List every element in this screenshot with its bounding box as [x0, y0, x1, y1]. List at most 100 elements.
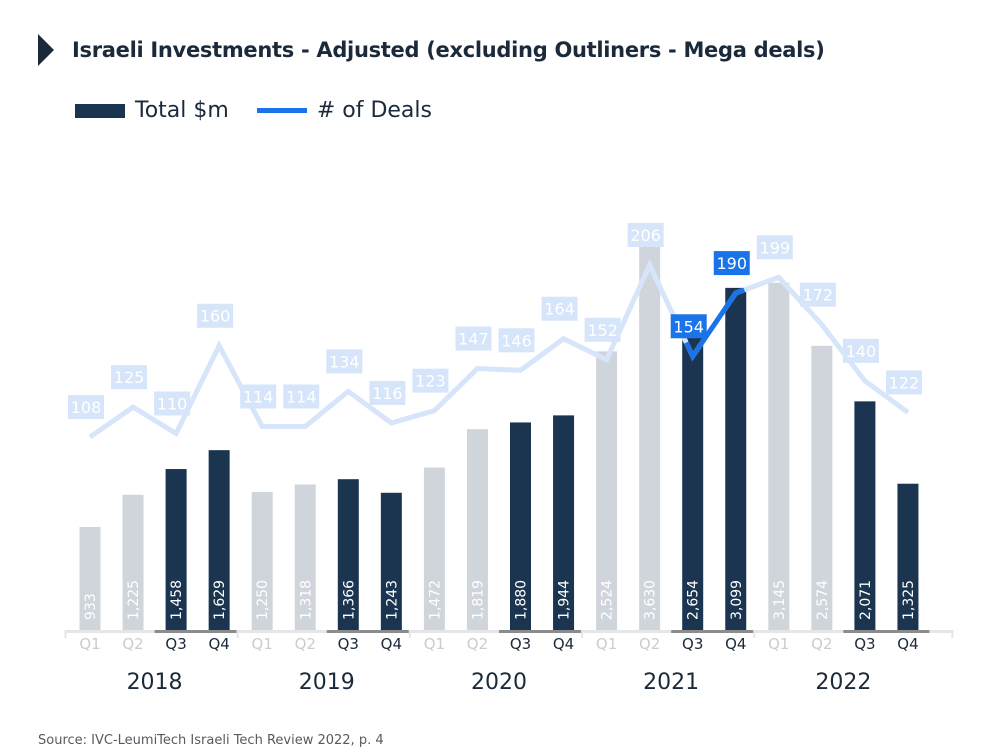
bar-2022-q1	[768, 282, 790, 630]
deal-label: 134	[326, 349, 363, 374]
legend-item-deals: # of Deals	[256, 98, 432, 123]
x-tick-label: Q1	[768, 635, 789, 653]
deal-label: 152	[584, 317, 621, 342]
x-tick-label: Q3	[682, 635, 703, 653]
bar-value-label: 1,819	[470, 580, 486, 620]
year-label-2022: 2022	[815, 670, 871, 695]
chart-title: Israeli Investments - Adjusted (excludin…	[72, 38, 825, 62]
deals-line	[88, 259, 910, 440]
bar-value-label: 3,630	[643, 580, 659, 620]
deals-line-highlight	[683, 287, 746, 362]
x-tick-label: Q4	[725, 635, 746, 653]
deal-value-label: 134	[329, 352, 360, 371]
bar-value-label: 2,524	[600, 580, 616, 620]
bar-2020-q3	[510, 422, 531, 630]
deal-value-label: 108	[71, 398, 102, 417]
deal-label-box	[584, 317, 621, 342]
bar-2021-q1	[596, 351, 618, 630]
deal-value-label: 199	[760, 238, 791, 257]
bar-2022-q2	[811, 345, 833, 630]
bar-value-label: 3,145	[772, 580, 788, 620]
x-tick-label: Q1	[252, 635, 273, 653]
deal-value-label: 122	[889, 373, 920, 392]
deal-label-box	[326, 349, 363, 374]
bar-value-label: 1,944	[557, 580, 573, 620]
deal-label-box	[68, 395, 104, 419]
deal-label: 140	[842, 338, 879, 363]
year-label-2020: 2020	[471, 670, 527, 695]
bar-2019-q2	[294, 484, 316, 630]
deal-label: 146	[498, 328, 535, 353]
deal-label-box	[713, 251, 750, 276]
x-tick-label: Q3	[165, 635, 186, 653]
deal-value-label: 116	[372, 384, 403, 403]
bar-value-label: 2,071	[858, 580, 874, 620]
deal-label-box	[412, 368, 449, 393]
bar-2019-q3	[337, 479, 359, 630]
deal-value-label: 114	[286, 387, 317, 406]
deal-value-label: 146	[501, 331, 532, 350]
deal-value-label: 110	[157, 394, 188, 413]
bar-value-label: 1,880	[514, 580, 530, 620]
year-label-2018: 2018	[127, 670, 183, 695]
deal-label-box	[369, 380, 406, 405]
x-tick-label: Q4	[208, 635, 229, 653]
bar-2019-q1	[251, 492, 273, 630]
deal-label: 190	[713, 251, 750, 276]
x-tick-label: Q2	[811, 635, 832, 653]
source-note: Source: IVC-LeumiTech Israeli Tech Revie…	[38, 733, 384, 748]
legend-bar-swatch-icon	[75, 103, 125, 118]
deal-label-box	[885, 370, 922, 395]
year-label-2019: 2019	[299, 670, 355, 695]
deal-label: 122	[885, 370, 922, 395]
bar-2020-q1	[423, 467, 445, 630]
x-tick-label: Q4	[897, 635, 918, 653]
deal-label-box	[842, 338, 879, 363]
deal-label-box	[455, 326, 492, 351]
bar-2018-q4	[208, 450, 230, 630]
deal-label-box	[498, 328, 535, 353]
deal-value-label: 164	[544, 300, 575, 319]
bar-2019-q4	[380, 492, 402, 630]
x-tick-label: Q1	[596, 635, 617, 653]
deal-label-box	[197, 303, 234, 328]
chart-title-row: Israeli Investments - Adjusted (excludin…	[38, 34, 825, 66]
deal-label: 199	[756, 235, 793, 260]
bar-2021-q4	[725, 287, 747, 630]
x-tick-label: Q3	[338, 635, 359, 653]
bar-2020-q4	[553, 415, 575, 630]
x-tick-label: Q3	[510, 635, 531, 653]
deal-value-label: 140	[846, 342, 877, 361]
deal-label: 154	[670, 314, 707, 339]
deal-value-label: 154	[673, 317, 704, 336]
deal-label: 114	[283, 384, 320, 409]
deal-value-label: 152	[587, 321, 618, 340]
deal-label-box	[670, 314, 707, 339]
bar-value-label: 1,325	[901, 580, 917, 620]
deal-label: 114	[240, 384, 277, 409]
bar-2022-q3	[854, 401, 876, 630]
bar-value-label: 1,629	[212, 580, 228, 620]
bar-value-label: 1,472	[427, 580, 443, 620]
deal-label-box	[756, 235, 793, 260]
legend-label-total: Total $m	[135, 98, 229, 123]
deal-label-box	[627, 223, 664, 248]
year-label-2021: 2021	[643, 670, 699, 695]
deal-label-box	[283, 384, 320, 409]
x-tick-label: Q4	[553, 635, 574, 653]
bar-2021-q3	[682, 336, 704, 630]
x-tick-label: Q2	[122, 635, 143, 653]
bar-value-label: 1,243	[384, 580, 400, 620]
legend-item-total: Total $m	[75, 98, 229, 123]
deal-label: 125	[111, 365, 148, 390]
legend-label-deals: # of Deals	[316, 98, 432, 123]
deal-label: 147	[455, 326, 492, 351]
deal-value-label: 125	[114, 368, 145, 387]
deal-label-box	[111, 365, 148, 390]
x-tick-label: Q2	[295, 635, 316, 653]
bar-2020-q2	[466, 429, 488, 630]
deal-value-label: 123	[415, 372, 446, 391]
x-tick-label: Q3	[854, 635, 875, 653]
deal-label-box	[799, 282, 836, 307]
